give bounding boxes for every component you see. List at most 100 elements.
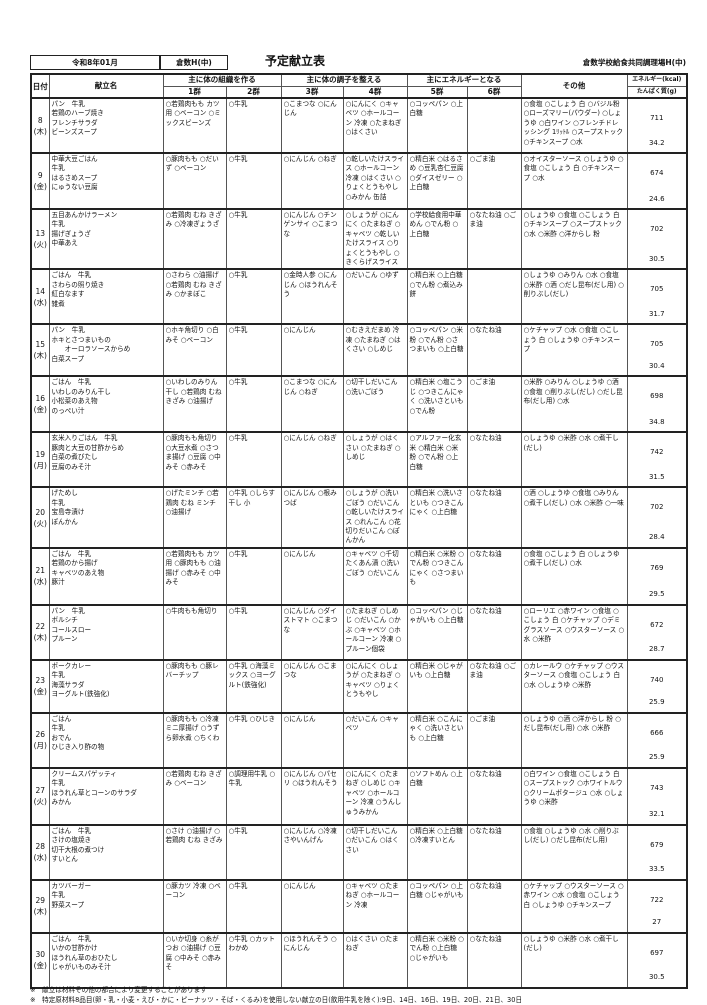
g1-ingredients-cell: ○豚肉もも角切り ○大豆水煮 ○さつま揚げ ○豆腐 ○中みそ ○赤みそ bbox=[162, 431, 227, 488]
menu-item: ポークカレー bbox=[51, 661, 92, 670]
other-ingredients-cell: ○食塩 ○しょうゆ ○水 ○削りぶし(だし) ○だし昆布(だし用) bbox=[520, 824, 628, 881]
menu-cell: カツバーガー 牛乳 野菜スープ bbox=[48, 879, 164, 934]
menu-item: ほうれん草のおひたし bbox=[51, 953, 118, 962]
g3-ingredients-cell: ○にんじん ○ダイストマト ○こまつな bbox=[280, 604, 344, 661]
g4-ingredients-cell: ○むきえだまめ 冷凍 ○たまねぎ ○はくさい ○しめじ bbox=[342, 323, 408, 377]
menu-item: 紅白なます bbox=[51, 290, 85, 299]
g2-ingredients-cell: ○牛乳 ○海藻ミックス ○ヨーグルト(鉄強化) bbox=[225, 659, 282, 714]
menu-item: パン 牛乳 bbox=[51, 100, 85, 108]
other-ingredients-cell: ○しょうゆ ○米酢 ○水 ○煮干し(だし) bbox=[520, 932, 628, 989]
menu-row: 20 (火) げためし 牛乳 宝島寺漬け ぽんかん ○げたミンチ ○若鶏肉 むね ミンチ ○… bbox=[30, 486, 688, 549]
g5-ingredients-cell: ○学校給食用中華めん ○でん粉 ○上白糖 bbox=[406, 208, 468, 270]
g3-ingredients-cell: ○こまつな ○にんじん ○ねぎ bbox=[280, 375, 344, 433]
menu-item: 五目あんかけラーメン bbox=[51, 211, 118, 219]
menu-cell: ごはん 牛乳 おでん ひじき入り酢の物 bbox=[48, 712, 164, 769]
menu-row: 21 (水) ごはん 牛乳 若鶏のから揚げ キャベツのあえ物 豚汁 ○若鶏肉もも カツ用 ○… bbox=[30, 547, 688, 606]
other-ingredients-cell: ○ローリエ ○赤ワイン ○食塩 ○こしょう 白 ○ケチャップ ○デミグラスソース… bbox=[520, 604, 628, 661]
nutrition-cell: 679 33.5 bbox=[626, 824, 688, 881]
menu-row: 28 (水) ごはん 牛乳 さけの塩焼き 切干大根の煮つけ すいとん ○さけ ○油揚げ ○若… bbox=[30, 824, 688, 881]
menu-item: 切干大根の煮つけ bbox=[51, 845, 105, 854]
date-cell: 22 (木) bbox=[30, 604, 50, 661]
header-other: その他 bbox=[520, 73, 628, 99]
protein-value: 27 bbox=[652, 918, 662, 927]
other-ingredients-cell: ○酒 ○しょうゆ ○食塩 ○みりん ○煮干し(だし) ○水 ○米酢 ○一味 bbox=[520, 486, 628, 549]
day-number: 29 bbox=[35, 896, 46, 906]
header-g2: 2群 bbox=[225, 85, 282, 99]
menu-row: 26 (月) ごはん 牛乳 おでん ひじき入り酢の物 ○豚肉もも ○冷凍ミニ厚揚げ ○うずら… bbox=[30, 712, 688, 769]
menu-cell: げためし 牛乳 宝島寺漬け ぽんかん bbox=[48, 486, 164, 549]
nutrition-cell: 711 34.2 bbox=[626, 97, 688, 154]
date-cell: 29 (木) bbox=[30, 879, 50, 934]
g1-ingredients-cell: ○ホキ角切り ○白みそ ○ベーコン bbox=[162, 323, 227, 377]
g3-ingredients-cell: ○にんじん ○パセリ ○ほうれんそう bbox=[280, 767, 344, 826]
protein-value: 33.5 bbox=[648, 865, 665, 874]
menu-cell: クリームスパゲッティ 牛乳 ほうれん草とコーンのサラダ みかん bbox=[48, 767, 164, 826]
g3-ingredients-cell: ○ほうれんそう ○にんじん bbox=[280, 932, 344, 989]
menu-item: ごはん bbox=[51, 714, 72, 723]
menu-item: ごはん 牛乳 bbox=[51, 549, 92, 558]
menu-item: 豚汁 bbox=[51, 578, 65, 587]
menu-item: のっぺい汁 bbox=[51, 406, 85, 415]
menu-item: 揚げぎょうざ bbox=[51, 229, 91, 238]
day-of-week: (金) bbox=[33, 182, 47, 191]
g4-ingredients-cell: ○だいこん ○ゆず bbox=[342, 268, 408, 325]
menu-item: じゃがいものみそ汁 bbox=[51, 963, 111, 972]
page-title: 予定献立表 bbox=[265, 54, 326, 68]
g1-ingredients-cell: ○若鶏肉 むね きざみ ○ベーコン bbox=[162, 767, 227, 826]
g5-ingredients-cell: ○ソフトめん ○上白糖 bbox=[406, 767, 468, 826]
menu-item: げためし bbox=[51, 489, 78, 498]
menu-cell: ごはん 牛乳 さけの塩焼き 切干大根の煮つけ すいとん bbox=[48, 824, 164, 881]
g4-ingredients-cell: ○切干しだいこん ○洗いごぼう bbox=[342, 375, 408, 433]
g1-ingredients-cell: ○若鶏肉 むね きざみ ○冷凍ぎょうざ bbox=[162, 208, 227, 270]
g3-ingredients-cell: ○こまつな ○にんじん bbox=[280, 97, 344, 154]
nutrition-cell: 722 27 bbox=[626, 879, 688, 934]
day-of-week: (火) bbox=[33, 518, 47, 528]
energy-value: 702 bbox=[650, 503, 664, 512]
nutrition-cell: 666 25.9 bbox=[626, 712, 688, 769]
g3-ingredients-cell: ○にんじん bbox=[280, 712, 344, 769]
g1-ingredients-cell: ○さけ ○油揚げ ○若鶏肉 むね きざみ bbox=[162, 824, 227, 881]
menu-row: 23 (金) ポークカレー 牛乳 海藻サラダ ヨーグルト(鉄強化) ○豚肉もも ○豚レバーチ… bbox=[30, 659, 688, 714]
nutrition-cell: 705 30.4 bbox=[626, 323, 688, 377]
g1-ingredients-cell: ○いか切身 ○糸がつお ○油揚げ ○豆腐 ○中みそ ○赤みそ bbox=[162, 932, 227, 989]
menu-row: 14 (水) ごはん 牛乳 さわらの照り焼き 紅白なます 雑煮 ○さわら ○油揚げ ○若鶏肉… bbox=[30, 268, 688, 325]
menu-cell: パン 牛乳 ホキとさつまいもの オーロラソースからめ 白菜スープ bbox=[48, 323, 164, 377]
document-header: 令和8年01月 倉数H(中) 予定献立表 倉数学校給食共同調理場H(中) bbox=[30, 54, 686, 70]
menu-cell: ごはん 牛乳 若鶏のから揚げ キャベツのあえ物 豚汁 bbox=[48, 547, 164, 606]
header-group-body: 主に体の組織を作る bbox=[162, 73, 282, 87]
energy-value: 679 bbox=[650, 840, 664, 849]
date-cell: 26 (月) bbox=[30, 712, 50, 769]
menu-item: みかん bbox=[51, 798, 72, 807]
menu-cell: パン 牛乳 ボルシチ コールスロー プルーン bbox=[48, 604, 164, 661]
menu-cell: 玄米入りごはん 牛乳 豚肉と大豆の甘酢からめ 白菜の煮びたし 豆腐のみそ汁 bbox=[48, 431, 164, 488]
nutrition-cell: 742 31.5 bbox=[626, 431, 688, 488]
g6-ingredients-cell bbox=[466, 97, 522, 154]
g6-ingredients-cell: ○なたね油 bbox=[466, 932, 522, 989]
menu-cell: ごはん 牛乳 いわしのみりん干し 小松菜のあえ物 のっぺい汁 bbox=[48, 375, 164, 433]
menu-row: 15 (木) パン 牛乳 ホキとさつまいもの オーロラソースからめ 白菜スープ ○ホキ角切… bbox=[30, 323, 688, 377]
g2-ingredients-cell: ○牛乳 bbox=[225, 375, 282, 433]
g4-ingredients-cell: ○にんにく ○しょうが ○たまねぎ ○キャベツ ○りょくとうもやし bbox=[342, 659, 408, 714]
energy-value: 674 bbox=[650, 169, 664, 177]
header-g6: 6群 bbox=[466, 85, 522, 99]
g2-ingredients-cell: ○牛乳 bbox=[225, 879, 282, 934]
g1-ingredients-cell: ○豚肉もも ○だいず ○ベーコン bbox=[162, 152, 227, 210]
g4-ingredients-cell: ○しょうが ○洗いごぼう ○だいこん ○乾しいたけスライス ○れんこん ○花切り… bbox=[342, 486, 408, 549]
other-ingredients-cell: ○白ワイン ○食塩 ○こしょう 白 ○スープストック ○ホワイトルウ ○クリーム… bbox=[520, 767, 628, 826]
day-number: 23 bbox=[35, 676, 46, 686]
nutrition-cell: 698 34.8 bbox=[626, 375, 688, 433]
menu-cell: 五目あんかけラーメン 牛乳 揚げぎょうざ 中華あえ bbox=[48, 208, 164, 270]
energy-value: 666 bbox=[650, 728, 664, 737]
menu-item: パン 牛乳 bbox=[51, 606, 85, 615]
protein-value: 34.8 bbox=[648, 418, 665, 427]
menu-row: 27 (火) クリームスパゲッティ 牛乳 ほうれん草とコーンのサラダ みかん ○若鶏肉 むね… bbox=[30, 767, 688, 826]
menu-item: すいとん bbox=[51, 855, 78, 864]
g5-ingredients-cell: ○精白米 ○上白糖 ○でん粉 ○煮込み餅 bbox=[406, 268, 468, 325]
g6-ingredients-cell: ○ごま油 bbox=[466, 375, 522, 433]
header-menu: 献立名 bbox=[48, 73, 164, 99]
menu-cell: 中華大豆ごはん 牛乳 はるさめスープ にゅうない豆腐 bbox=[48, 152, 164, 210]
menu-item: ビーンズスープ bbox=[51, 128, 97, 137]
day-of-week: (火) bbox=[33, 240, 47, 250]
g6-ingredients-cell: ○なたね油 bbox=[466, 431, 522, 488]
nutrition-cell: 674 24.6 bbox=[626, 152, 688, 210]
